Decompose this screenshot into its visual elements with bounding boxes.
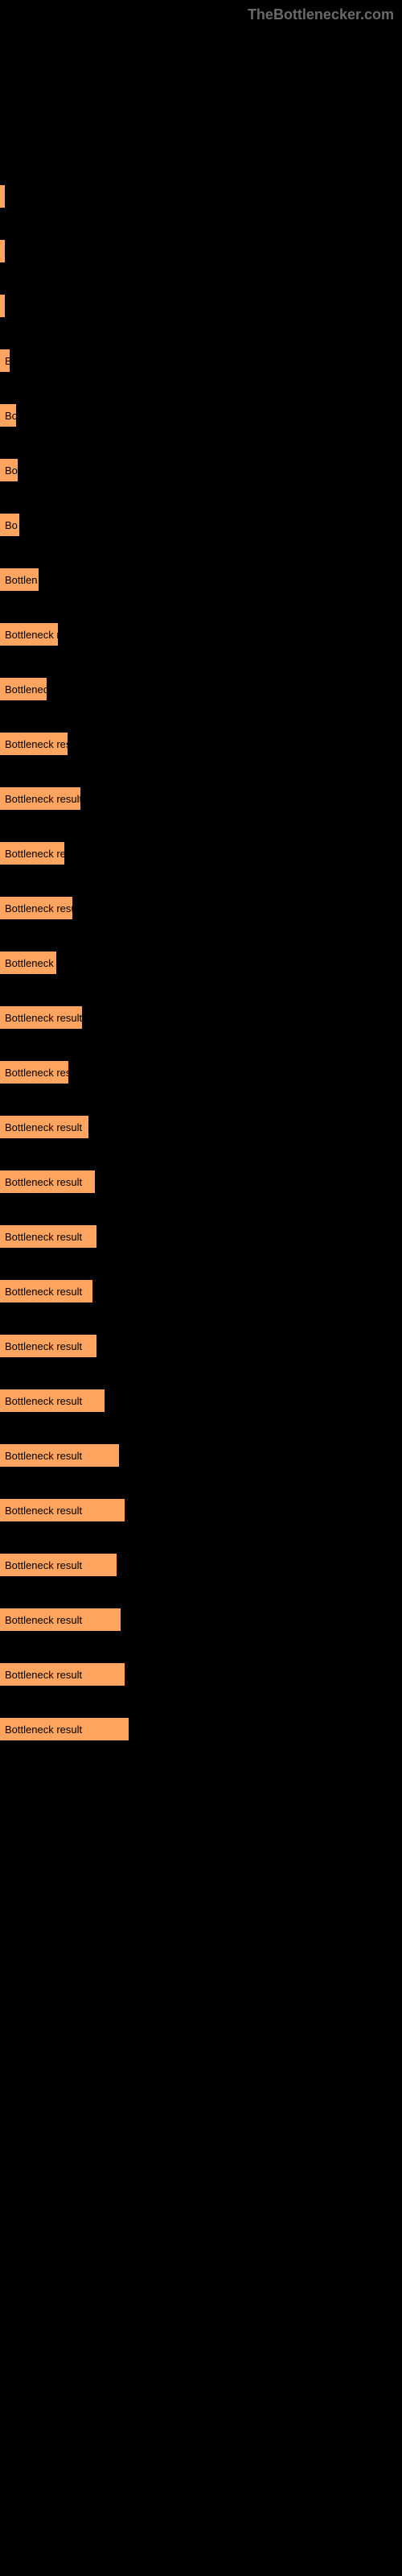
bar-row: Bottleneck result <box>0 1554 402 1576</box>
bar-label: Bottleneck result <box>5 1614 82 1626</box>
bar-row: Bottleneck result <box>0 1116 402 1138</box>
bar: Bottleneck res <box>0 1061 68 1084</box>
bar-row: Bo <box>0 459 402 481</box>
bar-row: Bottleneck r <box>0 623 402 646</box>
bar-row: Bottleneck result <box>0 1335 402 1357</box>
bar-label: Bottleneck result <box>5 1231 82 1243</box>
bar-row: Bottleneck result <box>0 1225 402 1248</box>
bar-row <box>0 240 402 262</box>
bar: Bottlenec <box>0 678 47 700</box>
bar-row: Bottlen <box>0 568 402 591</box>
bar: B <box>0 349 10 372</box>
bar-row: Bottleneck result <box>0 1718 402 1740</box>
bar-label: B <box>5 355 10 367</box>
bar: Bottleneck result <box>0 1280 92 1302</box>
bar-label: Bo <box>5 519 18 531</box>
bar: Bottleneck r <box>0 623 58 646</box>
bar-label: Bottleneck result <box>5 1724 82 1736</box>
bar-label: Bottleneck res <box>5 738 68 750</box>
bar: Bottleneck result <box>0 1444 119 1467</box>
bar-row: Bottleneck result <box>0 1499 402 1521</box>
bar-row: Bottleneck result <box>0 1663 402 1686</box>
bar-label: Bottleneck result <box>5 1340 82 1352</box>
bar-row: Bo <box>0 404 402 427</box>
bar-row: Bottlenec <box>0 678 402 700</box>
bar: Bottleneck result <box>0 1116 88 1138</box>
bar: Bo <box>0 404 16 427</box>
bar: Bottleneck result <box>0 1006 82 1029</box>
bar-label: Bottleneck result <box>5 1286 82 1298</box>
bar-label: Bo <box>5 464 18 477</box>
bar-label: Bottleneck re <box>5 848 64 860</box>
bar-row: Bottleneck r <box>0 952 402 974</box>
bar-label: Bottleneck r <box>5 957 56 969</box>
bar-label: Bottleneck res <box>5 1067 68 1079</box>
bar-row: Bottleneck res <box>0 733 402 755</box>
bar-row: Bottleneck res <box>0 1061 402 1084</box>
bar-label: Bottleneck result <box>5 1121 82 1133</box>
bar-label: Bottleneck result <box>5 1669 82 1681</box>
bar: Bottleneck result <box>0 1335 96 1357</box>
bar-label: Bottleneck result <box>5 1176 82 1188</box>
bar-label: Bottleneck result <box>5 793 80 805</box>
bar-row: Bottleneck result <box>0 1006 402 1029</box>
bar-label: Bottleneck result <box>5 1559 82 1571</box>
bar: Bo <box>0 459 18 481</box>
bar: Bottleneck result <box>0 1499 125 1521</box>
bar <box>0 240 5 262</box>
bar: Bottleneck result <box>0 1554 117 1576</box>
bar-label: Bottlen <box>5 574 37 586</box>
bar: Bottleneck result <box>0 1170 95 1193</box>
bar-row: Bottleneck result <box>0 1608 402 1631</box>
bar-label: Bottleneck result <box>5 1505 82 1517</box>
bar <box>0 295 5 317</box>
bar-row <box>0 295 402 317</box>
bar: Bottleneck r <box>0 952 56 974</box>
bar-row: Bo <box>0 514 402 536</box>
bar-chart: B Bo Bo Bo Bottlen Bottleneck r Bottlenec Bottl… <box>0 0 402 1740</box>
bar-row <box>0 185 402 208</box>
bar <box>0 185 5 208</box>
bar: Bottleneck res <box>0 733 68 755</box>
bar-row: B <box>0 349 402 372</box>
bar-row: Bottleneck result <box>0 1444 402 1467</box>
bar-label: Bottleneck result <box>5 1395 82 1407</box>
bar-row: Bottleneck result <box>0 787 402 810</box>
bar-label: Bottlenec <box>5 683 47 696</box>
bar-row: Bottleneck resu <box>0 897 402 919</box>
bar-label: Bottleneck r <box>5 629 58 641</box>
bar-label: Bo <box>5 410 16 422</box>
bar: Bottleneck resu <box>0 897 72 919</box>
bar-label: Bottleneck resu <box>5 902 72 914</box>
bar: Bottleneck re <box>0 842 64 865</box>
bar: Bottleneck result <box>0 1608 121 1631</box>
bar-label: Bottleneck result <box>5 1450 82 1462</box>
bar-label: Bottleneck result <box>5 1012 82 1024</box>
bar-row: Bottleneck result <box>0 1170 402 1193</box>
bar-row: Bottleneck result <box>0 1389 402 1412</box>
bar-row: Bottleneck result <box>0 1280 402 1302</box>
bar-row: Bottleneck re <box>0 842 402 865</box>
bar: Bo <box>0 514 19 536</box>
bar: Bottleneck result <box>0 1663 125 1686</box>
bar: Bottleneck result <box>0 787 80 810</box>
bar: Bottleneck result <box>0 1389 105 1412</box>
bar: Bottlen <box>0 568 39 591</box>
bar: Bottleneck result <box>0 1225 96 1248</box>
watermark: TheBottlenecker.com <box>248 6 394 23</box>
bar: Bottleneck result <box>0 1718 129 1740</box>
